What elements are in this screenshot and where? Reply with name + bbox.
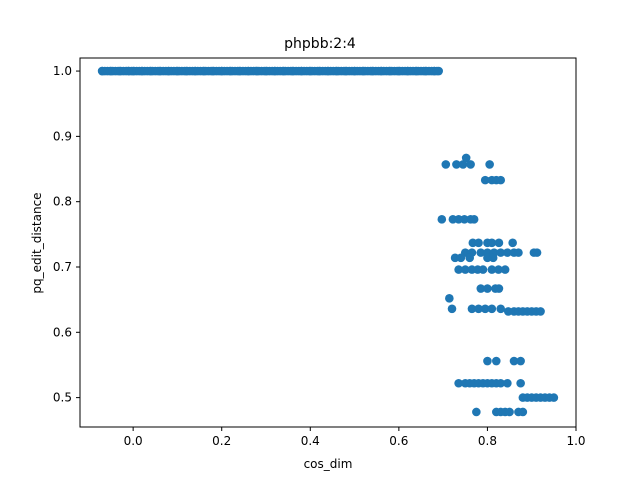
y-tick-label: 0.9 bbox=[53, 129, 72, 143]
scatter-point bbox=[476, 248, 486, 257]
scatter-point bbox=[460, 215, 469, 224]
y-tick-label: 0.6 bbox=[53, 325, 72, 339]
scatter-point bbox=[458, 160, 468, 169]
y-tick-label: 0.5 bbox=[53, 391, 72, 405]
scatter-point bbox=[447, 304, 457, 314]
scatter-point bbox=[467, 304, 477, 314]
scatter-point bbox=[496, 175, 506, 185]
scatter-point bbox=[483, 284, 492, 293]
plot-frame bbox=[79, 57, 577, 428]
scatter-point bbox=[485, 160, 494, 169]
plot-area bbox=[97, 66, 559, 417]
scatter-point bbox=[496, 248, 506, 257]
scatter-point bbox=[503, 378, 512, 388]
scatter-point bbox=[516, 378, 525, 388]
scatter-point bbox=[518, 407, 528, 417]
x-tick-label: 0.2 bbox=[212, 434, 231, 448]
scatter-point bbox=[494, 265, 503, 274]
scatter-point bbox=[469, 215, 479, 224]
scatter-point bbox=[441, 160, 451, 169]
scatter-point bbox=[460, 265, 470, 274]
scatter-point bbox=[476, 284, 486, 293]
scatter-point bbox=[478, 265, 488, 274]
scatter-point bbox=[494, 238, 504, 248]
scatter-point bbox=[432, 66, 442, 76]
y-axis: 0.5 0.6 0.7 0.8 0.9 1.0 bbox=[53, 64, 80, 405]
x-axis-label: cos_dim bbox=[304, 457, 353, 471]
scatter-point bbox=[487, 304, 497, 314]
scatter-point bbox=[505, 407, 514, 417]
x-tick-label: 0.6 bbox=[389, 434, 408, 448]
y-axis-label: pq_edit_distance bbox=[30, 192, 44, 293]
scatter-point bbox=[461, 153, 471, 163]
scatter-point bbox=[454, 265, 463, 274]
scatter-point bbox=[500, 265, 510, 274]
x-axis: 0.0 0.2 0.4 0.6 0.8 1.0 bbox=[124, 427, 586, 448]
scatter-point bbox=[445, 294, 454, 303]
scatter-point bbox=[437, 215, 447, 224]
scatter-point bbox=[508, 238, 517, 248]
scatter-point bbox=[549, 393, 559, 402]
scatter-point bbox=[516, 356, 525, 366]
y-tick-label: 0.8 bbox=[53, 195, 72, 209]
scatter-point bbox=[456, 253, 466, 263]
scatter-point bbox=[480, 304, 490, 314]
x-tick-label: 0.0 bbox=[124, 434, 143, 448]
scatter-point bbox=[452, 160, 461, 169]
scatter-point bbox=[514, 248, 523, 257]
scatter-point bbox=[474, 304, 483, 314]
scatter-point bbox=[483, 356, 492, 366]
y-tick-label: 1.0 bbox=[53, 64, 72, 78]
x-tick-label: 0.8 bbox=[478, 434, 497, 448]
scatter-point bbox=[480, 175, 490, 185]
x-tick-label: 1.0 bbox=[566, 434, 585, 448]
scatter-point bbox=[536, 307, 545, 316]
scatter-point bbox=[465, 253, 475, 263]
scatter-point bbox=[494, 284, 504, 293]
scatter-point bbox=[491, 356, 501, 366]
scatter-point bbox=[488, 253, 498, 263]
scatter-point bbox=[503, 248, 512, 257]
y-tick-label: 0.7 bbox=[53, 260, 72, 274]
scatter-point bbox=[472, 407, 481, 417]
scatter-point bbox=[454, 378, 463, 388]
scatter-point bbox=[496, 378, 506, 388]
chart-title: phpbb:2:4 bbox=[284, 36, 356, 52]
scatter-point bbox=[487, 238, 497, 248]
scatter-point bbox=[496, 304, 506, 314]
scatter-point bbox=[466, 160, 475, 169]
scatter-point bbox=[474, 238, 483, 248]
scatter-point bbox=[532, 248, 542, 257]
scatter-point bbox=[487, 265, 497, 274]
x-tick-label: 0.4 bbox=[301, 434, 320, 448]
scatter-point bbox=[509, 356, 519, 366]
